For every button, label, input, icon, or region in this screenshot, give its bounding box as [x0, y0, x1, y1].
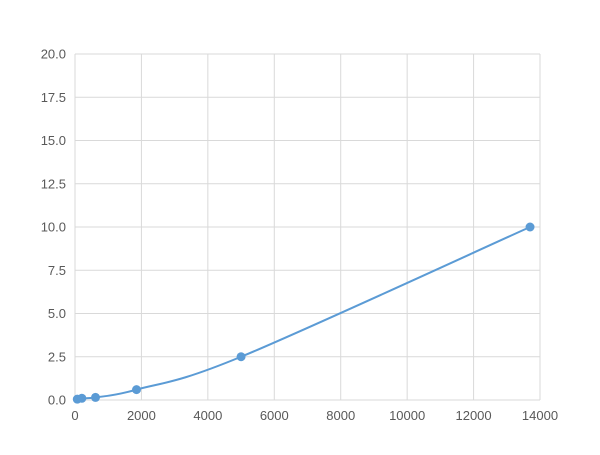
x-tick-label: 0	[71, 408, 78, 423]
x-tick-label: 14000	[522, 408, 558, 423]
x-tick-label: 10000	[389, 408, 425, 423]
x-tick-label: 2000	[127, 408, 156, 423]
data-point	[132, 385, 142, 395]
data-point	[525, 222, 535, 232]
x-tick-label: 4000	[193, 408, 222, 423]
y-tick-label: 2.5	[48, 349, 66, 364]
y-tick-label: 15.0	[41, 133, 66, 148]
x-tick-label: 6000	[260, 408, 289, 423]
y-tick-label: 12.5	[41, 176, 66, 191]
x-tick-label: 8000	[326, 408, 355, 423]
y-tick-label: 20.0	[41, 47, 66, 62]
x-tick-label: 12000	[455, 408, 491, 423]
y-tick-label: 5.0	[48, 306, 66, 321]
y-tick-label: 10.0	[41, 220, 66, 235]
data-point	[90, 392, 100, 402]
data-point	[77, 393, 87, 403]
y-tick-label: 7.5	[48, 263, 66, 278]
y-tick-label: 0.0	[48, 393, 66, 408]
data-point	[236, 352, 246, 362]
y-tick-label: 17.5	[41, 90, 66, 105]
